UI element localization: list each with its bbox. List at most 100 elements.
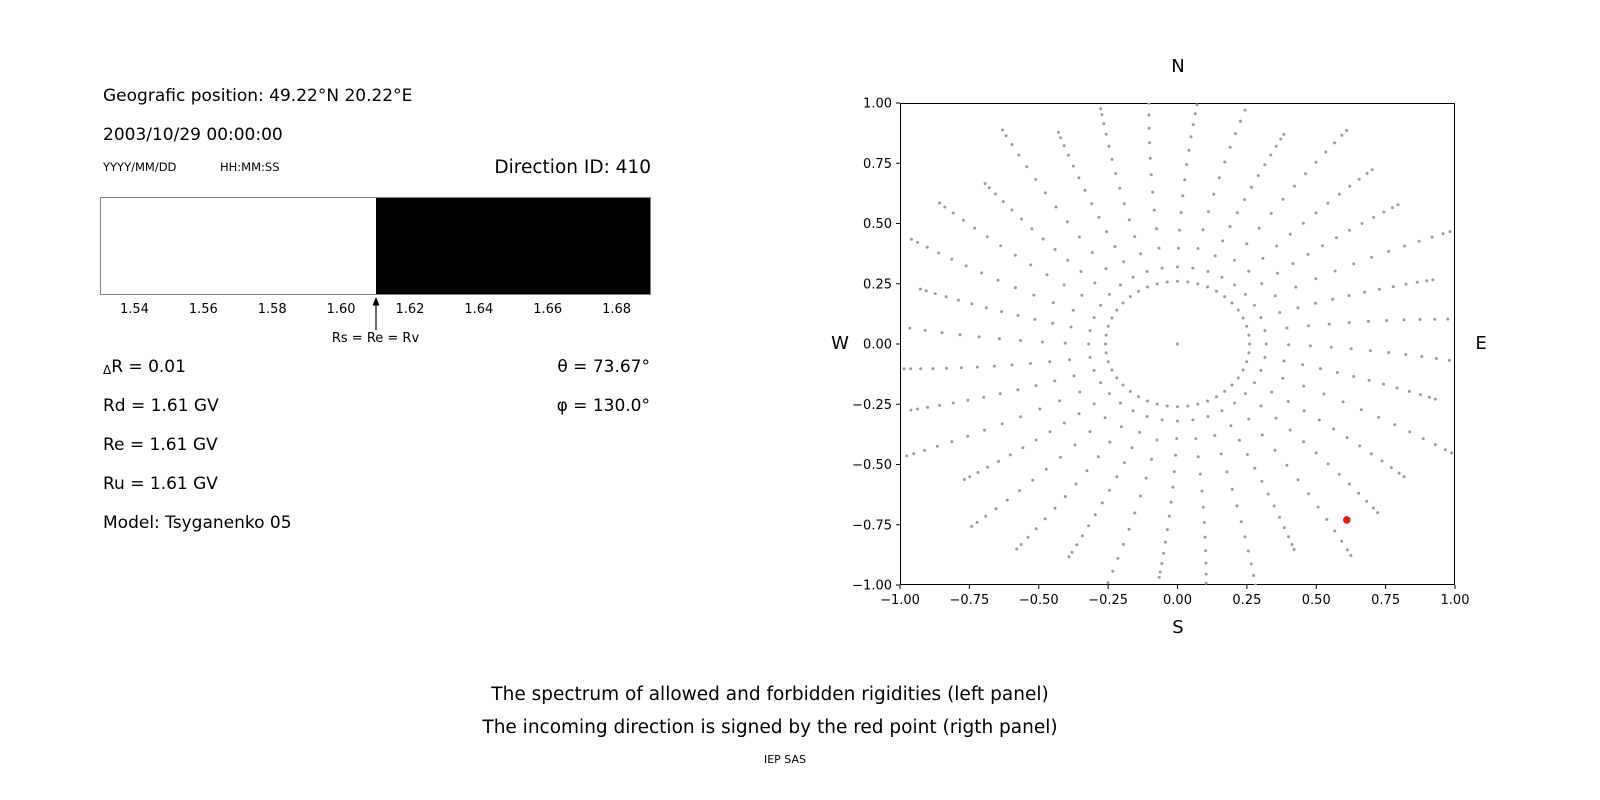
direction-dot bbox=[1116, 556, 1120, 560]
direction-dot bbox=[1034, 438, 1038, 442]
direction-dot bbox=[1114, 172, 1118, 175]
direction-dot bbox=[1421, 437, 1425, 441]
direction-dot bbox=[1249, 562, 1253, 566]
direction-dot bbox=[1232, 258, 1236, 262]
direction-dot bbox=[999, 244, 1003, 248]
direction-dot bbox=[1288, 232, 1292, 236]
direction-dot bbox=[1306, 252, 1310, 256]
direction-dot bbox=[1345, 548, 1349, 552]
direction-dot bbox=[1038, 407, 1042, 411]
direction-dot bbox=[1130, 446, 1134, 450]
direction-dot bbox=[1066, 258, 1070, 262]
direction-dot bbox=[1292, 548, 1296, 551]
direction-dot bbox=[1365, 171, 1369, 175]
y-tick-label: 0.75 bbox=[863, 157, 892, 172]
y-tick-label: 0.50 bbox=[863, 217, 892, 232]
x-tick-label: 0.25 bbox=[1232, 593, 1261, 608]
inner-ring-dot bbox=[1115, 308, 1119, 312]
direction-dot bbox=[1366, 319, 1370, 323]
param-theta: θ = 73.67° bbox=[557, 357, 650, 377]
direction-dot bbox=[992, 364, 996, 368]
direction-dot bbox=[1431, 278, 1435, 282]
direction-dot bbox=[1333, 141, 1336, 145]
direction-dot bbox=[1133, 511, 1137, 515]
inner-ring-dot bbox=[1165, 404, 1169, 408]
direction-dot bbox=[1176, 265, 1179, 269]
direction-dot bbox=[1324, 150, 1328, 154]
direction-dot bbox=[1189, 135, 1193, 139]
direction-dot bbox=[1020, 217, 1023, 221]
direction-dot bbox=[1269, 211, 1273, 215]
inner-ring-dot bbox=[1176, 279, 1179, 283]
x-tick-label: −0.75 bbox=[949, 593, 989, 608]
direction-dot bbox=[1217, 176, 1221, 180]
direction-dot bbox=[1147, 103, 1151, 105]
direction-dot bbox=[1314, 451, 1318, 455]
direction-dot bbox=[905, 454, 909, 458]
direction-dot bbox=[1194, 437, 1198, 441]
direction-dot bbox=[1417, 239, 1421, 243]
direction-dot bbox=[987, 186, 991, 190]
direction-dot bbox=[1327, 322, 1331, 326]
direction-id-label: Direction ID: 410 bbox=[494, 157, 651, 178]
param-phi: φ = 130.0° bbox=[556, 396, 650, 416]
direction-dot bbox=[1369, 452, 1373, 456]
direction-dot bbox=[1139, 494, 1142, 498]
direction-dot bbox=[1138, 430, 1142, 434]
inner-ring-dot bbox=[1186, 404, 1190, 408]
direction-dot bbox=[1108, 392, 1111, 396]
x-tick-label: −0.50 bbox=[1019, 593, 1059, 608]
direction-dot bbox=[1127, 527, 1131, 531]
direction-dot bbox=[1176, 419, 1179, 423]
spectrum-tick-label: 1.58 bbox=[257, 302, 287, 317]
direction-dot bbox=[1115, 475, 1119, 479]
direction-dot bbox=[916, 407, 919, 411]
direction-dot bbox=[1365, 499, 1369, 503]
inner-ring-dot bbox=[1137, 395, 1140, 399]
direction-dot bbox=[1230, 487, 1234, 491]
direction-dot bbox=[1229, 424, 1233, 428]
direction-dot bbox=[996, 278, 1000, 282]
direction-dot bbox=[1245, 453, 1249, 456]
direction-dot bbox=[1014, 286, 1017, 290]
direction-dot bbox=[1347, 321, 1351, 325]
direction-dot bbox=[1250, 185, 1253, 189]
direction-dot bbox=[1183, 178, 1187, 182]
direction-dot bbox=[1234, 132, 1237, 136]
direction-dot bbox=[1019, 339, 1022, 342]
inner-ring-dot bbox=[1165, 280, 1169, 284]
direction-dot bbox=[1088, 329, 1092, 333]
param-re: Re = 1.61 GV bbox=[103, 435, 218, 455]
direction-dot bbox=[1274, 416, 1278, 420]
direction-dot bbox=[1051, 301, 1055, 305]
direction-dot bbox=[966, 434, 970, 438]
direction-dot bbox=[1205, 588, 1208, 591]
inner-ring-dot bbox=[1215, 289, 1218, 293]
direction-dot bbox=[1067, 555, 1071, 559]
direction-dot bbox=[1266, 492, 1270, 496]
direction-dot bbox=[1187, 148, 1191, 152]
direction-dot bbox=[980, 271, 984, 275]
direction-dot bbox=[1191, 266, 1195, 270]
direction-dot bbox=[1243, 535, 1247, 539]
direction-dot bbox=[1148, 156, 1152, 160]
direction-dot bbox=[1053, 506, 1057, 510]
direction-dot bbox=[1077, 176, 1081, 180]
direction-dot bbox=[1010, 208, 1014, 212]
direction-dot bbox=[1259, 368, 1263, 372]
direction-dot bbox=[944, 295, 948, 299]
direction-dot bbox=[1402, 475, 1406, 479]
direction-dot bbox=[1252, 381, 1256, 385]
inner-ring-dot bbox=[1103, 342, 1107, 346]
direction-dot bbox=[1243, 108, 1247, 112]
direction-dot bbox=[1408, 430, 1412, 434]
direction-dot bbox=[1260, 282, 1264, 286]
direction-dot bbox=[1347, 482, 1351, 486]
direction-dot bbox=[1092, 316, 1096, 320]
direction-dot bbox=[1034, 384, 1038, 388]
direction-dot bbox=[1062, 421, 1066, 425]
direction-dot bbox=[1198, 472, 1202, 476]
direction-dot bbox=[1201, 505, 1205, 509]
direction-dot bbox=[918, 287, 922, 291]
direction-dot bbox=[1372, 215, 1376, 219]
